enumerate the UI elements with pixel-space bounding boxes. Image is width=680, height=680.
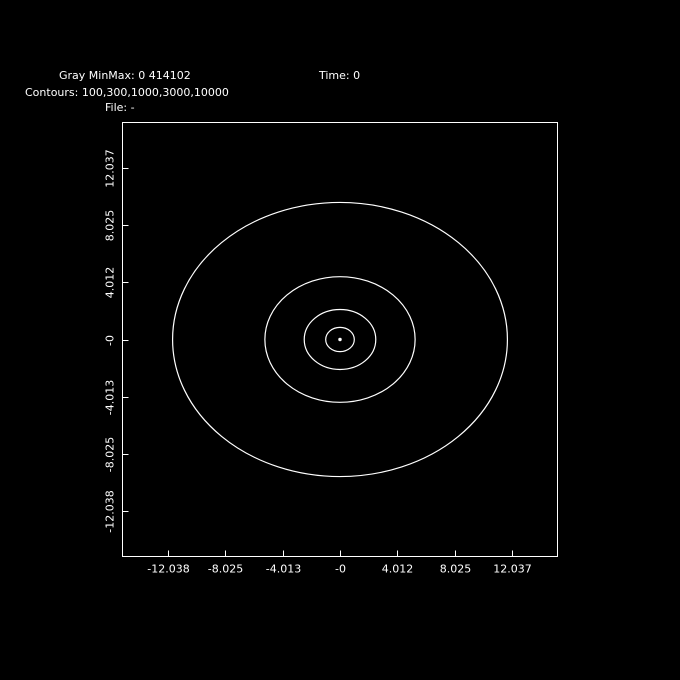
x-tick-label: -8.025 xyxy=(208,563,243,576)
contours-label: Contours: 100,300,1000,3000,10000 xyxy=(25,86,229,99)
y-tick-label: 12.037 xyxy=(104,149,117,188)
x-tick-label: -12.038 xyxy=(147,563,189,576)
x-tick-label: 8.025 xyxy=(440,563,472,576)
file-label: File: - xyxy=(105,101,135,114)
y-tick-label: -0 xyxy=(104,335,117,346)
gray-minmax-label: Gray MinMax: 0 414102 xyxy=(59,69,191,82)
y-axis: 12.037 8.025 4.012 -0 -4.013 -8.025 -12.038 xyxy=(104,149,129,533)
contour-line-1000 xyxy=(303,308,377,371)
y-tick-label: -8.025 xyxy=(104,437,117,472)
x-tick-label: -4.013 xyxy=(266,563,301,576)
y-tick-label: 4.012 xyxy=(104,267,117,299)
x-tick-label: 4.012 xyxy=(382,563,414,576)
time-label: Time: 0 xyxy=(319,69,361,82)
contour-line-10000 xyxy=(338,337,342,342)
x-axis: -12.038 -8.025 -4.013 -0 4.012 8.025 12.037 xyxy=(147,550,532,576)
contour-lines xyxy=(171,201,509,478)
contour-line-100 xyxy=(171,201,509,478)
contour-line-300 xyxy=(264,276,416,403)
x-tick-label: -0 xyxy=(335,563,346,576)
y-tick-label: 8.025 xyxy=(104,210,117,242)
contour-line-3000 xyxy=(325,326,355,353)
x-tick-label: 12.037 xyxy=(493,563,532,576)
y-tick-label: -4.013 xyxy=(104,380,117,415)
y-tick-label: -12.038 xyxy=(104,490,117,532)
